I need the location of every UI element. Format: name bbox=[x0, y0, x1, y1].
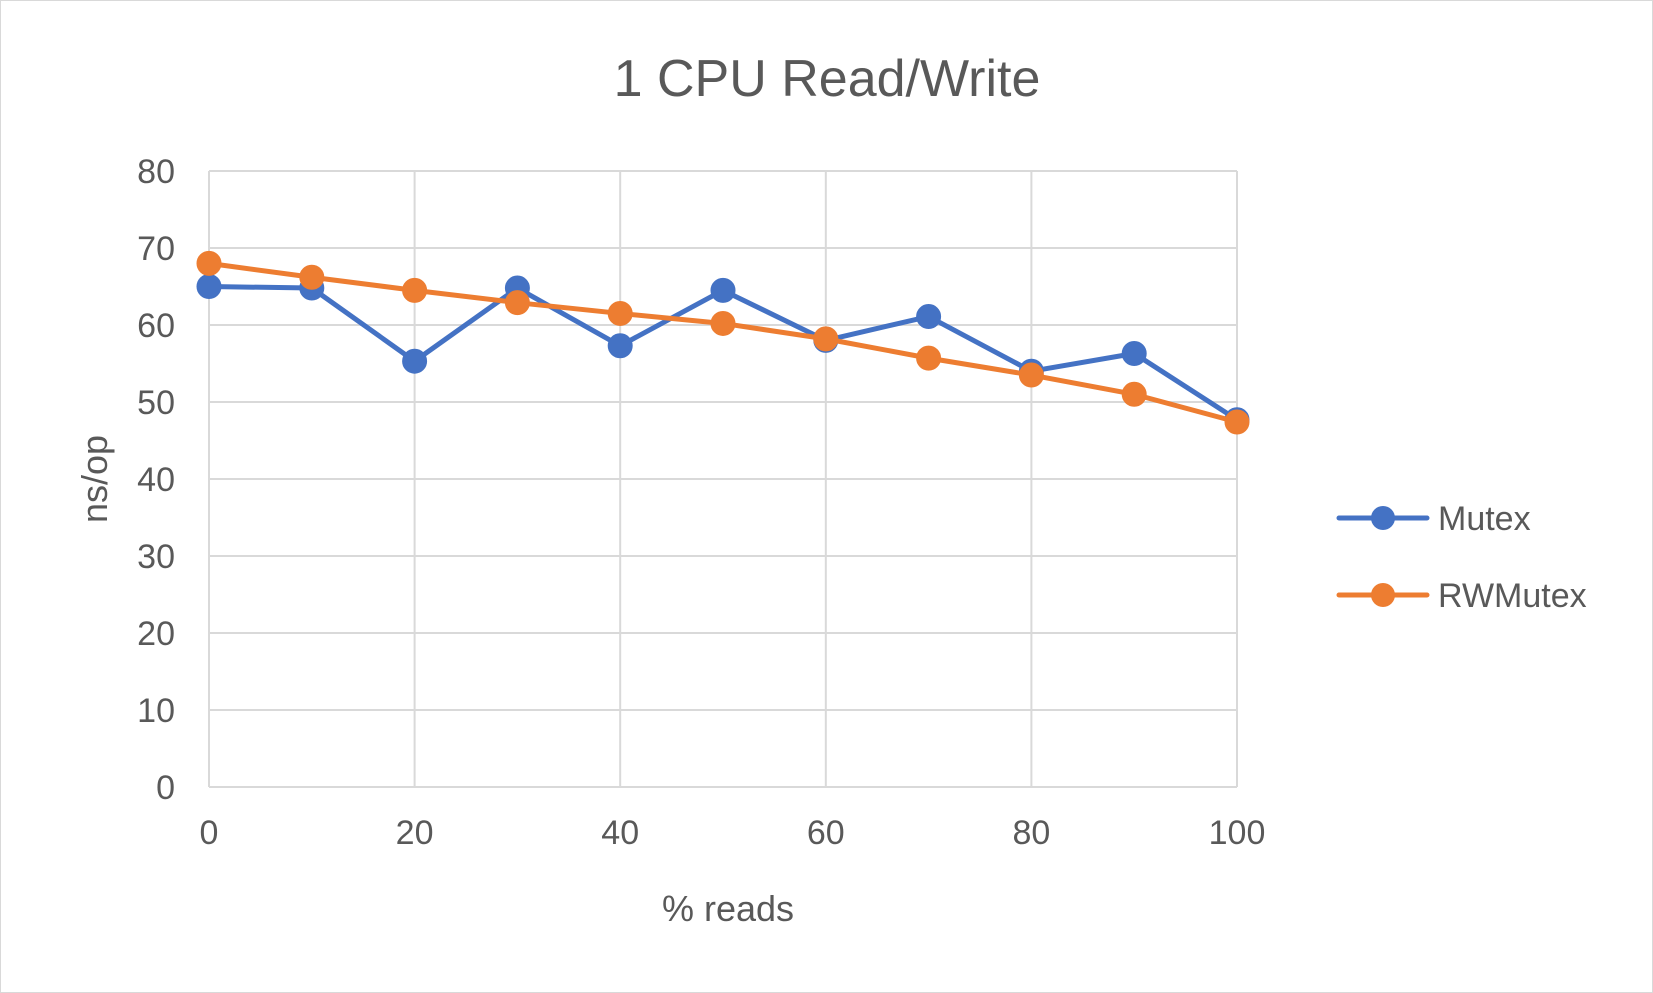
data-point-rwmutex bbox=[607, 300, 633, 326]
data-point-mutex bbox=[710, 277, 736, 303]
data-point-mutex bbox=[916, 304, 942, 330]
x-tick-label: 80 bbox=[1012, 814, 1050, 852]
y-axis-title: ns/op bbox=[74, 435, 115, 523]
y-tick-label: 70 bbox=[137, 230, 175, 268]
data-point-mutex bbox=[1121, 340, 1147, 366]
legend-marker-mutex bbox=[1371, 506, 1395, 530]
x-axis-tick-labels: 0 20 40 60 80 100 bbox=[200, 814, 1266, 852]
y-tick-label: 50 bbox=[137, 384, 175, 422]
data-point-rwmutex bbox=[1121, 381, 1147, 407]
x-tick-label: 60 bbox=[807, 814, 845, 852]
x-tick-label: 100 bbox=[1209, 814, 1266, 852]
y-tick-label: 80 bbox=[137, 153, 175, 191]
x-tick-label: 20 bbox=[396, 814, 434, 852]
data-point-rwmutex bbox=[402, 277, 428, 303]
series-layer bbox=[196, 250, 1250, 435]
chart-title: 1 CPU Read/Write bbox=[614, 50, 1041, 108]
data-point-rwmutex bbox=[813, 326, 839, 352]
data-point-rwmutex bbox=[196, 250, 222, 276]
data-point-rwmutex bbox=[916, 345, 942, 371]
legend-marker-rwmutex bbox=[1371, 583, 1395, 607]
x-tick-label: 0 bbox=[200, 814, 219, 852]
legend: Mutex RWMutex bbox=[1336, 500, 1587, 615]
gridlines bbox=[208, 170, 1238, 788]
y-tick-label: 20 bbox=[137, 615, 175, 653]
data-point-mutex bbox=[402, 348, 428, 374]
y-tick-label: 30 bbox=[137, 538, 175, 576]
data-point-mutex bbox=[607, 333, 633, 359]
x-axis-title: % reads bbox=[662, 888, 794, 929]
data-point-mutex bbox=[196, 274, 222, 299]
legend-label-mutex: Mutex bbox=[1438, 500, 1531, 538]
data-point-rwmutex bbox=[710, 310, 736, 336]
y-tick-label: 10 bbox=[137, 692, 175, 730]
y-tick-label: 60 bbox=[137, 307, 175, 345]
y-tick-label: 0 bbox=[156, 769, 175, 807]
data-point-rwmutex bbox=[299, 264, 325, 290]
y-tick-label: 40 bbox=[137, 461, 175, 499]
data-point-rwmutex bbox=[504, 290, 530, 316]
data-point-rwmutex bbox=[1224, 409, 1250, 435]
data-point-rwmutex bbox=[1018, 362, 1044, 388]
legend-label-rwmutex: RWMutex bbox=[1438, 577, 1587, 615]
y-axis-tick-labels: 0 10 20 30 40 50 60 70 80 bbox=[137, 153, 175, 807]
x-tick-label: 40 bbox=[601, 814, 639, 852]
series-line-mutex bbox=[206, 284, 1240, 423]
